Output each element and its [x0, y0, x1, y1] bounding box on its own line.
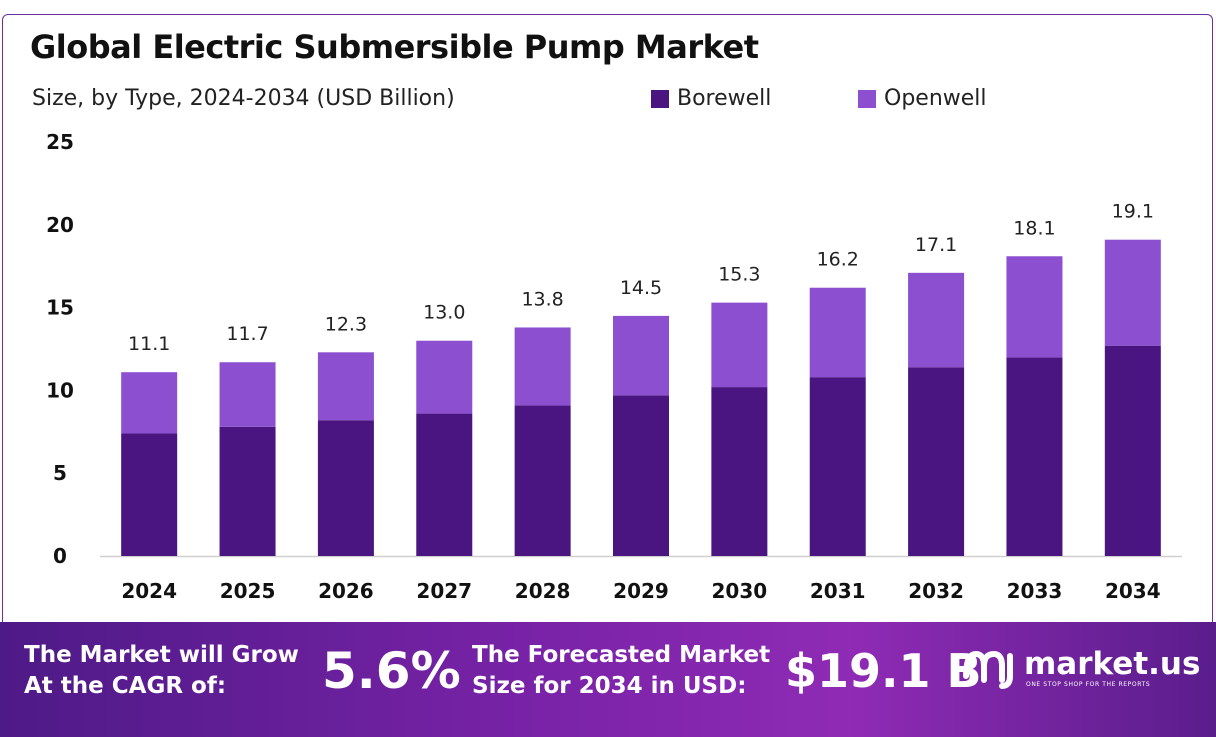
bar-borewell-2028 — [514, 405, 571, 556]
stacked-bar-chart: 051015202511.1202411.7202512.3202613.020… — [46, 130, 1182, 603]
bar-openwell-2028 — [514, 327, 571, 406]
legend-item-openwell: Openwell — [858, 86, 987, 111]
bar-openwell-2031 — [809, 287, 866, 378]
bar-total-label: 15.3 — [718, 264, 760, 286]
legend-label-openwell: Openwell — [884, 86, 987, 111]
bar-openwell-2029 — [613, 315, 669, 396]
bar-total-label: 11.1 — [128, 333, 170, 355]
x-tick-label: 2024 — [121, 579, 177, 603]
bar-openwell-2034 — [1104, 239, 1161, 346]
x-tick-label: 2029 — [613, 579, 669, 603]
bar-borewell-2033 — [1006, 357, 1063, 556]
chart-subtitle: Size, by Type, 2024-2034 (USD Billion) — [32, 86, 455, 111]
cagr-label: The Market will Grow At the CAGR of: — [24, 642, 299, 699]
bar-total-label: 12.3 — [325, 313, 367, 335]
bar-borewell-2031 — [809, 377, 866, 556]
bar-openwell-2032 — [908, 272, 965, 368]
bar-total-label: 13.0 — [423, 302, 465, 324]
forecast-value: $19.1 B — [785, 644, 982, 698]
bar-openwell-2026 — [317, 352, 374, 421]
bar-total-label: 19.1 — [1112, 201, 1154, 223]
bar-openwell-2027 — [416, 340, 473, 414]
x-tick-label: 2034 — [1105, 579, 1161, 603]
bar-borewell-2030 — [711, 387, 768, 556]
x-tick-label: 2032 — [908, 579, 964, 603]
bar-total-label: 13.8 — [521, 288, 563, 310]
x-tick-label: 2031 — [810, 579, 866, 603]
bar-total-label: 17.1 — [915, 234, 957, 256]
x-tick-label: 2026 — [318, 579, 374, 603]
bar-total-label: 14.5 — [620, 277, 662, 299]
bar-openwell-2030 — [711, 302, 768, 388]
bar-openwell-2025 — [219, 362, 276, 427]
y-tick-label: 15 — [46, 296, 74, 320]
y-tick-label: 0 — [53, 544, 67, 568]
bar-borewell-2027 — [416, 413, 473, 556]
bar-total-label: 18.1 — [1013, 217, 1055, 239]
bar-borewell-2029 — [613, 395, 669, 556]
x-tick-label: 2027 — [416, 579, 472, 603]
y-tick-label: 20 — [46, 213, 74, 237]
y-tick-label: 5 — [53, 461, 67, 485]
legend-item-borewell: Borewell — [651, 86, 771, 111]
legend-swatch-openwell — [858, 89, 876, 108]
bar-total-label: 16.2 — [817, 249, 859, 271]
legend-swatch-borewell — [651, 89, 669, 108]
y-tick-label: 10 — [46, 378, 74, 402]
x-tick-label: 2028 — [515, 579, 571, 603]
market-us-logo-icon — [963, 650, 1013, 689]
bar-borewell-2032 — [908, 367, 965, 556]
chart-title: Global Electric Submersible Pump Market — [30, 28, 759, 66]
bar-openwell-2024 — [121, 372, 178, 434]
x-tick-label: 2025 — [220, 579, 276, 603]
cagr-value: 5.6% — [322, 642, 461, 700]
legend-label-borewell: Borewell — [677, 86, 772, 111]
bar-borewell-2025 — [219, 426, 276, 556]
bar-total-label: 11.7 — [226, 323, 268, 345]
bar-borewell-2026 — [317, 420, 374, 556]
brand-tagline: ONE STOP SHOP FOR THE REPORTS — [1026, 681, 1151, 688]
bar-borewell-2024 — [121, 433, 178, 556]
y-tick-label: 25 — [46, 130, 74, 154]
x-tick-label: 2033 — [1007, 579, 1063, 603]
bar-borewell-2034 — [1104, 345, 1161, 556]
forecast-label: The Forecasted Market Size for 2034 in U… — [472, 642, 771, 699]
bar-openwell-2033 — [1006, 256, 1063, 358]
footer-banner — [0, 622, 1216, 737]
x-tick-label: 2030 — [712, 579, 768, 603]
brand-name: market.us — [1024, 646, 1201, 682]
